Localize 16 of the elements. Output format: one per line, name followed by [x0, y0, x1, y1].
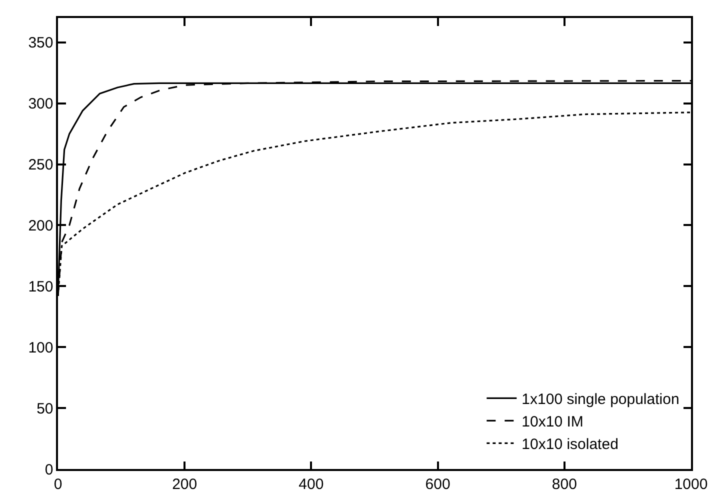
x-tick-label: 600 — [425, 476, 450, 493]
y-tick-label: 350 — [28, 34, 54, 52]
y-tick-label: 150 — [28, 278, 54, 296]
legend-label: 10x10 IM — [522, 414, 584, 431]
y-tick-label: 100 — [28, 339, 54, 356]
legend-label: 1x100 single population — [522, 391, 680, 408]
y-tick-label: 300 — [28, 96, 54, 113]
x-tick-label: 400 — [298, 476, 324, 493]
y-tick-label: 250 — [28, 156, 54, 174]
y-tick-label: 200 — [28, 217, 54, 234]
y-tick-label: 50 — [36, 400, 54, 418]
legend-label: 10x10 isolated — [522, 436, 618, 454]
x-tick-label: 200 — [172, 476, 198, 493]
y-tick-label: 0 — [44, 461, 54, 478]
x-tick-label: 800 — [552, 476, 577, 493]
x-tick-label: 1000 — [674, 476, 708, 493]
